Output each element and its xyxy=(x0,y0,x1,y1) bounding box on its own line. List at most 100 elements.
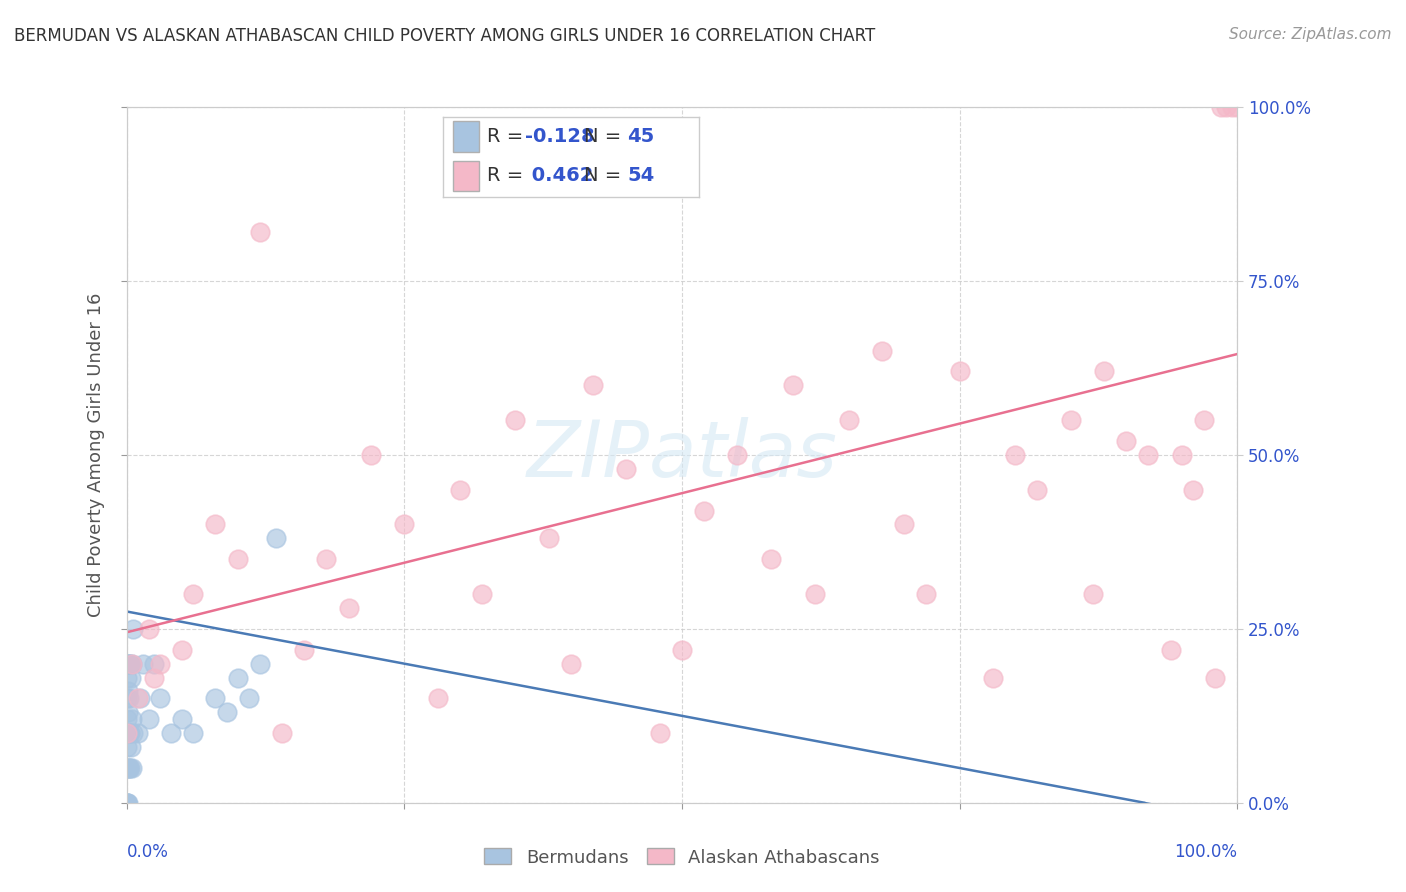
Point xyxy=(115,740,138,755)
Point xyxy=(759,552,782,566)
Point xyxy=(1170,448,1192,462)
Point xyxy=(870,343,893,358)
Point xyxy=(115,726,138,740)
Point xyxy=(471,587,494,601)
Point xyxy=(117,761,139,775)
Point xyxy=(117,684,139,698)
Point xyxy=(127,726,149,740)
Point xyxy=(1209,100,1232,114)
Point xyxy=(115,761,138,775)
Point xyxy=(226,671,249,685)
Point xyxy=(172,642,194,657)
Point xyxy=(560,657,582,671)
Point xyxy=(120,671,142,685)
Point xyxy=(1092,364,1115,378)
Point xyxy=(127,691,149,706)
Point xyxy=(271,726,294,740)
Point xyxy=(143,671,166,685)
Point xyxy=(337,601,360,615)
Point xyxy=(143,657,166,671)
Point xyxy=(693,503,716,517)
Point xyxy=(915,587,938,601)
Point xyxy=(249,657,271,671)
Point xyxy=(138,622,160,636)
Point xyxy=(949,364,972,378)
Point xyxy=(117,796,139,810)
Point xyxy=(782,378,804,392)
Point xyxy=(838,413,860,427)
Point xyxy=(121,657,143,671)
Point xyxy=(537,532,560,546)
Point xyxy=(118,691,141,706)
Point xyxy=(118,726,141,740)
Point xyxy=(292,642,315,657)
Point xyxy=(118,726,141,740)
Point xyxy=(181,726,204,740)
Point xyxy=(121,657,143,671)
Point xyxy=(238,691,260,706)
Point xyxy=(1215,100,1237,114)
Point xyxy=(1160,642,1182,657)
Point xyxy=(160,726,183,740)
Point xyxy=(1115,434,1137,448)
Point xyxy=(249,225,271,239)
Point xyxy=(1204,671,1226,685)
Point xyxy=(204,691,226,706)
Point xyxy=(727,448,749,462)
Point xyxy=(1220,100,1243,114)
Point xyxy=(1192,413,1215,427)
Point xyxy=(172,712,194,726)
Point xyxy=(315,552,337,566)
Point xyxy=(115,796,138,810)
Point xyxy=(648,726,671,740)
Point xyxy=(1137,448,1160,462)
Point xyxy=(503,413,526,427)
Point xyxy=(115,726,138,740)
Point xyxy=(266,532,288,546)
Point xyxy=(118,761,141,775)
Point xyxy=(122,726,145,740)
Point xyxy=(117,706,139,720)
Point xyxy=(360,448,382,462)
Point xyxy=(132,657,155,671)
Point xyxy=(804,587,827,601)
Point xyxy=(115,796,138,810)
Text: BERMUDAN VS ALASKAN ATHABASCAN CHILD POVERTY AMONG GIRLS UNDER 16 CORRELATION CH: BERMUDAN VS ALASKAN ATHABASCAN CHILD POV… xyxy=(14,27,876,45)
Point xyxy=(616,462,638,476)
Y-axis label: Child Poverty Among Girls Under 16: Child Poverty Among Girls Under 16 xyxy=(87,293,105,617)
Point xyxy=(115,691,138,706)
Point xyxy=(226,552,249,566)
Point xyxy=(118,657,141,671)
Text: ZIPatlas: ZIPatlas xyxy=(526,417,838,493)
Point xyxy=(117,657,139,671)
Point xyxy=(149,691,172,706)
Point xyxy=(1226,100,1249,114)
Point xyxy=(121,761,143,775)
Point xyxy=(394,517,416,532)
Point xyxy=(1026,483,1049,497)
Text: Source: ZipAtlas.com: Source: ZipAtlas.com xyxy=(1229,27,1392,42)
Point xyxy=(1181,483,1204,497)
Point xyxy=(121,712,143,726)
Point xyxy=(1060,413,1083,427)
Text: 100.0%: 100.0% xyxy=(1174,843,1237,861)
Point xyxy=(115,796,138,810)
Point xyxy=(449,483,471,497)
Point xyxy=(981,671,1004,685)
Point xyxy=(1004,448,1026,462)
Point xyxy=(118,761,141,775)
Point xyxy=(115,712,138,726)
Point xyxy=(671,642,693,657)
Point xyxy=(117,726,139,740)
Legend: Bermudans, Alaskan Athabascans: Bermudans, Alaskan Athabascans xyxy=(477,841,887,874)
Point xyxy=(115,671,138,685)
Point xyxy=(893,517,915,532)
Point xyxy=(215,706,238,720)
Point xyxy=(181,587,204,601)
Point xyxy=(122,622,145,636)
Point xyxy=(582,378,605,392)
Text: 0.0%: 0.0% xyxy=(127,843,169,861)
Point xyxy=(149,657,172,671)
Point xyxy=(128,691,150,706)
Point xyxy=(204,517,226,532)
